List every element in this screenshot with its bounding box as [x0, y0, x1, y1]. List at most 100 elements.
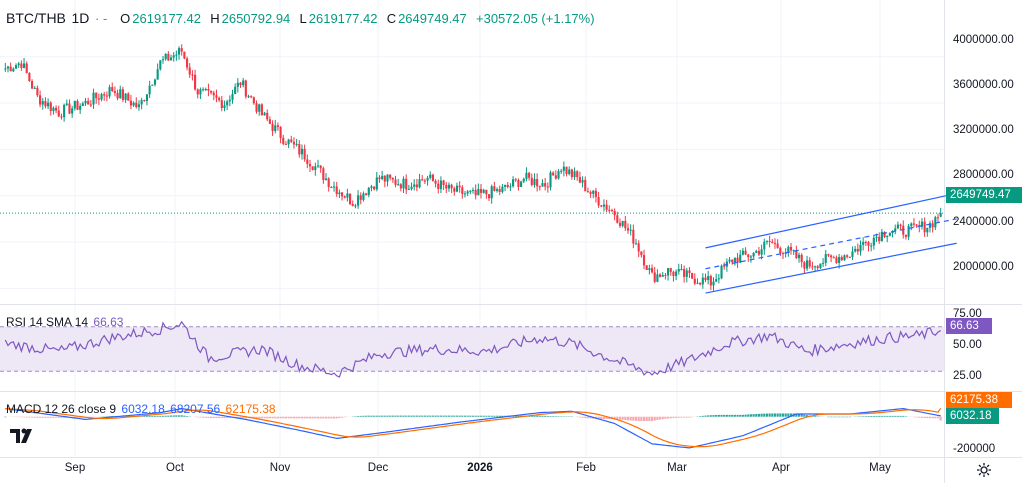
candle-body	[204, 89, 207, 91]
candle-body	[52, 107, 55, 112]
macd-histogram-bar	[920, 416, 924, 418]
macd-histogram-bar	[407, 415, 410, 417]
macd-histogram-bar	[167, 415, 170, 417]
candle-body	[279, 126, 282, 138]
candle-body	[503, 184, 507, 187]
macd-histogram-bar	[228, 416, 231, 419]
macd-histogram-bar	[148, 415, 151, 417]
macd-histogram-bar	[55, 416, 58, 418]
interval-label[interactable]: 1D	[71, 10, 90, 26]
macd-histogram-bar	[375, 415, 378, 417]
candle-body	[397, 184, 400, 186]
rsi-legend[interactable]: RSI 14 SMA 14 66.63	[6, 315, 125, 329]
rsi-tick: 75.00	[953, 308, 982, 320]
macd-histogram-bar	[175, 415, 178, 417]
candle-body	[848, 256, 851, 258]
change-value: +30572.05 (+1.17%)	[476, 11, 595, 26]
macd-histogram-bar	[840, 416, 843, 418]
candle-body	[549, 172, 552, 188]
macd-histogram-bar	[453, 415, 456, 417]
macd-histogram-bar	[79, 416, 82, 418]
macd-histogram-bar	[891, 415, 894, 417]
macd-histogram-bar	[47, 416, 50, 418]
candle-body	[434, 180, 437, 184]
macd-histogram-bar	[161, 415, 165, 417]
macd-histogram-bar	[169, 415, 173, 417]
macd-histogram-bar	[370, 415, 373, 417]
candle-body	[552, 172, 555, 176]
candle-body	[565, 166, 568, 175]
rsi-badge: 66.63	[946, 318, 992, 334]
candle-body	[290, 139, 293, 142]
macd-histogram-bar	[712, 415, 715, 417]
macd-histogram-bar	[445, 415, 448, 417]
candle-body	[744, 250, 747, 255]
candle-body	[667, 268, 670, 276]
macd-histogram-bar	[482, 415, 485, 417]
macd-histogram-bar	[939, 416, 942, 421]
candle-body	[600, 205, 603, 207]
macd-histogram-bar	[28, 416, 31, 418]
macd-histogram-bar	[357, 416, 360, 417]
tradingview-logo-icon[interactable]	[8, 424, 36, 446]
candle-body	[490, 186, 493, 199]
macd-legend[interactable]: MACD 12 26 close 9 6032.18 68207.56 6217…	[6, 402, 278, 416]
candle-body	[287, 139, 290, 145]
candle-body	[886, 235, 889, 238]
macd-label: MACD 12 26 close 9	[6, 402, 117, 416]
candle-body	[418, 179, 421, 188]
macd-histogram-bar	[870, 416, 873, 417]
candle-body	[231, 94, 234, 100]
candle-body	[81, 103, 84, 106]
macd-histogram-bar	[493, 415, 496, 417]
candle-body	[597, 197, 600, 206]
channel-middle-line	[705, 218, 957, 270]
macd-histogram-bar	[303, 416, 306, 419]
candle-body	[856, 248, 859, 252]
macd-histogram-bar	[367, 415, 370, 417]
gear-icon[interactable]	[976, 462, 992, 478]
candle-body	[789, 246, 793, 251]
candle-body	[864, 241, 867, 243]
candle-body	[429, 174, 432, 178]
macd-histogram-bar	[701, 415, 704, 417]
macd-histogram-bar	[709, 415, 712, 417]
candle-body	[108, 87, 111, 97]
macd-histogram-bar	[402, 415, 405, 417]
candle-body	[645, 265, 648, 270]
macd-histogram-bar	[586, 416, 589, 419]
macd-histogram-bar	[413, 415, 416, 417]
candle-body	[816, 266, 819, 269]
macd-histogram-bar	[263, 416, 266, 419]
macd-histogram-bar	[648, 416, 651, 422]
symbol-label[interactable]: BTC/THB	[6, 10, 66, 26]
candle-body	[177, 48, 181, 55]
macd-histogram-bar	[731, 414, 734, 417]
candle-body	[536, 179, 539, 187]
candle-body	[402, 178, 405, 189]
candle-body	[183, 51, 186, 59]
channel-lower-line	[705, 242, 957, 294]
candle-body	[135, 102, 138, 108]
candle-body	[159, 60, 162, 70]
candle-body	[236, 82, 239, 87]
candle-body	[14, 65, 18, 69]
candle-body	[76, 100, 79, 110]
candle-body	[33, 87, 36, 89]
macd-histogram-bar	[715, 414, 718, 417]
candle-body	[522, 178, 525, 182]
macd-histogram-bar	[645, 416, 648, 422]
candle-body	[391, 177, 394, 180]
macd-histogram-bar	[143, 415, 146, 417]
macd-histogram-bar	[699, 416, 702, 417]
macd-histogram-bar	[207, 416, 210, 418]
candle-body	[822, 262, 825, 264]
macd-histogram-bar	[185, 416, 189, 417]
macd-histogram-bar	[776, 413, 779, 417]
macd-histogram-bar	[4, 416, 7, 418]
candle-body	[105, 95, 108, 97]
macd-histogram-bar	[474, 415, 477, 417]
macd-histogram-bar	[260, 416, 263, 419]
macd-histogram-bar	[632, 416, 635, 421]
